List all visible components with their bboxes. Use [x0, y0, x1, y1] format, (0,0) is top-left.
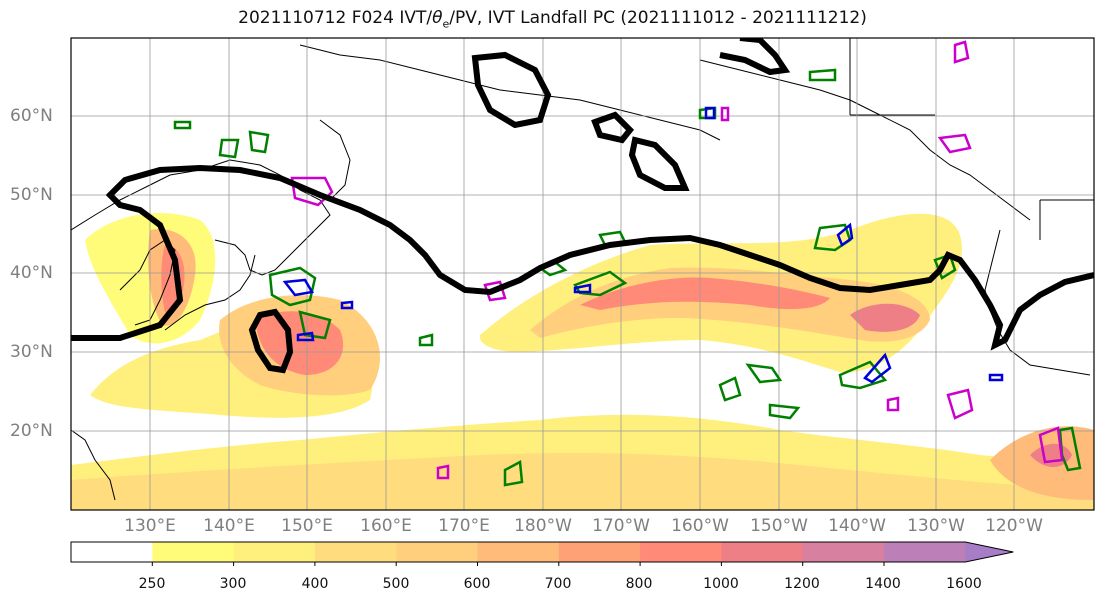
lat-label: 30°N	[10, 342, 53, 362]
colorbar-segment	[558, 542, 641, 562]
lon-label: 140°E	[203, 516, 255, 536]
lon-label: 130°W	[907, 516, 965, 536]
colorbar-segment	[721, 542, 804, 562]
lat-label: 60°N	[10, 106, 53, 126]
colorbar-segment	[71, 542, 153, 562]
map-frame	[70, 37, 1095, 511]
colorbar-segment	[233, 542, 316, 562]
lon-label: 180°W	[514, 516, 572, 536]
colorbar-extend-arrow	[965, 542, 1014, 562]
colorbar-segment	[152, 542, 235, 562]
colorbar-segment	[640, 542, 722, 562]
lon-label: 160°E	[360, 516, 412, 536]
colorbar	[70, 541, 1014, 566]
colorbar-segment	[884, 542, 966, 562]
colorbar-tick-label: 800	[625, 576, 653, 592]
ivt-landfall-contour	[71, 38, 1094, 374]
colorbar-tick-label: 250	[138, 576, 166, 592]
lon-label: 170°W	[592, 516, 650, 536]
colorbar-tick-label: 700	[544, 576, 572, 592]
colorbar-tick-label: 300	[219, 576, 247, 592]
map-title: 2021110712 F024 IVT/θe/PV, IVT Landfall …	[238, 8, 867, 31]
colorbar-tick-label: 1400	[865, 576, 901, 592]
colorbar-tick-label: 1000	[703, 576, 739, 592]
colorbar-segment	[477, 542, 560, 562]
colorbar-segment	[802, 542, 885, 562]
lat-label: 40°N	[10, 263, 53, 283]
pv-contours	[282, 106, 1004, 384]
lon-label: 130°E	[124, 516, 176, 536]
lon-label: 150°W	[750, 516, 808, 536]
colorbar-tick-label: 1600	[946, 576, 982, 592]
lon-label: 170°E	[438, 516, 490, 536]
colorbar-segment	[396, 542, 478, 562]
lon-label: 150°E	[281, 516, 333, 536]
lon-label: 140°W	[828, 516, 886, 536]
colorbar-tick-label: 500	[382, 576, 410, 592]
colorbar-outline	[70, 541, 1014, 563]
lat-label: 20°N	[10, 421, 53, 441]
colorbar-tick-label: 600	[463, 576, 491, 592]
colorbar-tick-label: 400	[301, 576, 329, 592]
coastlines	[71, 38, 1094, 501]
lon-label: 160°W	[671, 516, 729, 536]
lon-label: 120°W	[985, 516, 1043, 536]
lat-label: 50°N	[10, 185, 53, 205]
colorbar-tick-label: 1200	[784, 576, 820, 592]
colorbar-segment	[314, 542, 397, 562]
